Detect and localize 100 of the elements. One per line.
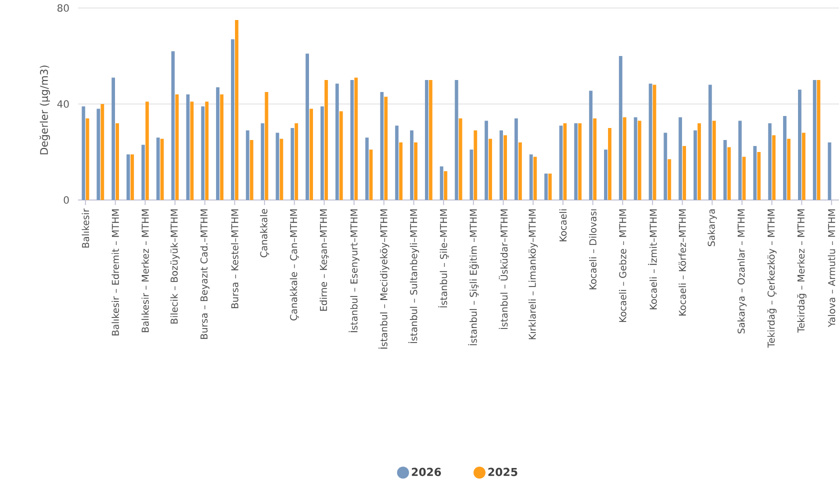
bar xyxy=(444,171,448,200)
bar xyxy=(723,140,727,200)
x-tick-label: Kocaeli – Gebze – MTHM xyxy=(618,209,626,322)
bar xyxy=(395,126,399,200)
bar xyxy=(812,80,816,200)
bar xyxy=(186,94,190,200)
bar xyxy=(589,90,593,200)
bar xyxy=(488,138,492,200)
bar xyxy=(205,102,209,200)
bar xyxy=(294,123,298,200)
bar xyxy=(160,138,164,200)
bar xyxy=(474,130,478,200)
bar xyxy=(354,78,358,200)
bar xyxy=(638,120,642,200)
bar xyxy=(622,117,626,200)
bar xyxy=(529,154,533,200)
x-tick-label: Çanakkale xyxy=(260,208,270,258)
x-tick-label: Yalova – Armutlu – MTHM xyxy=(828,209,836,328)
bar xyxy=(216,87,220,200)
bar xyxy=(783,116,786,200)
bar xyxy=(234,20,238,200)
x-tick-label: İstanbul – Şile–MTHM xyxy=(438,209,449,308)
bar xyxy=(634,117,638,200)
bar xyxy=(280,138,284,200)
x-tick-label: İstanbul – Şişli Eğitim –MTHM xyxy=(468,209,479,346)
bar xyxy=(190,102,194,200)
bar xyxy=(324,80,328,200)
bar xyxy=(593,118,597,200)
bar xyxy=(514,118,518,200)
bar xyxy=(604,150,608,200)
bar xyxy=(757,152,761,200)
bar xyxy=(112,78,116,200)
x-tick-label: Çanakkale – Çan–MTHM xyxy=(290,209,299,320)
x-tick-label: İstanbul – Esenyurt–MTHM xyxy=(348,209,360,332)
bar xyxy=(727,147,731,200)
bar xyxy=(250,140,254,200)
x-tick-label: Tekirdağ – Çerkezköy – MTHM xyxy=(767,209,777,348)
bar xyxy=(574,123,578,200)
x-tick-label: Balıkesir xyxy=(82,208,90,248)
bar xyxy=(141,144,145,200)
bar xyxy=(424,80,428,200)
bar xyxy=(484,120,488,200)
bar xyxy=(290,128,294,200)
y-tick-label: 80 xyxy=(57,4,69,12)
bar xyxy=(230,39,234,200)
bar xyxy=(698,123,701,200)
x-tick-label: Bursa – Beyazıt Cad.–MTHM xyxy=(200,209,210,339)
x-tick-label: Kocaeli – Dilovası xyxy=(589,209,596,290)
bar xyxy=(712,120,716,200)
x-tick-label: Sakarya – Ozanlar – MTHM xyxy=(737,209,747,334)
bar xyxy=(768,123,772,200)
x-tick-label: Kocaeli – Körfez–MTHM xyxy=(678,209,686,316)
bar xyxy=(608,128,612,200)
x-tick-label: Kırklareli – Limanköy–MTHM xyxy=(528,209,538,340)
bar xyxy=(96,108,100,200)
bar xyxy=(798,90,802,200)
bar xyxy=(428,80,432,200)
bar xyxy=(335,84,339,200)
bar xyxy=(201,106,205,200)
bar xyxy=(276,132,280,200)
bar xyxy=(126,154,130,200)
bar xyxy=(399,142,403,200)
bar xyxy=(145,102,149,200)
bar xyxy=(504,135,507,200)
bar xyxy=(410,130,414,200)
bar xyxy=(802,132,806,200)
bar xyxy=(440,166,444,200)
x-tick-label: Sakarya xyxy=(708,209,717,246)
bar xyxy=(350,80,354,200)
bar xyxy=(708,84,712,200)
bar xyxy=(618,56,622,200)
bar xyxy=(130,154,134,200)
x-tick-label: İstanbul – Mecidiyeköy–MTHM xyxy=(378,209,390,349)
bar xyxy=(787,138,790,200)
bar xyxy=(310,108,313,200)
bar xyxy=(156,138,160,200)
x-tick-label: İstanbul – Sultanbeyli–MTHM xyxy=(408,209,420,343)
bar xyxy=(578,123,582,200)
bar xyxy=(220,94,224,200)
bar xyxy=(306,54,309,200)
bar xyxy=(694,130,697,200)
bar xyxy=(518,142,522,200)
x-tick-label: Tekirdağ – Merkez – MTHM xyxy=(796,209,806,333)
bar xyxy=(320,106,324,200)
bar xyxy=(414,142,418,200)
bar xyxy=(682,146,686,200)
bar xyxy=(816,80,820,200)
bar xyxy=(339,111,343,200)
x-tick-label: Kocaeli xyxy=(559,209,567,242)
x-tick-label: Edirne – Keşan–MTHM xyxy=(320,209,329,311)
y-tick-label: 40 xyxy=(57,100,69,108)
bar xyxy=(753,146,757,200)
x-tick-label: Bursa – Kestel–MTHM xyxy=(231,209,238,308)
x-tick-label: Balıkesir – Edremit – MTHM xyxy=(112,209,119,336)
x-tick-label: İstanbul – Üsküdar–MTHM xyxy=(498,209,508,329)
x-tick-label: Balıkesir – Merkez – MTHM xyxy=(141,209,149,332)
bar xyxy=(678,117,682,200)
bar xyxy=(100,104,104,200)
x-tick-label: Bilecik – Bozüyük–MTHM xyxy=(170,209,180,324)
bar xyxy=(500,130,503,200)
